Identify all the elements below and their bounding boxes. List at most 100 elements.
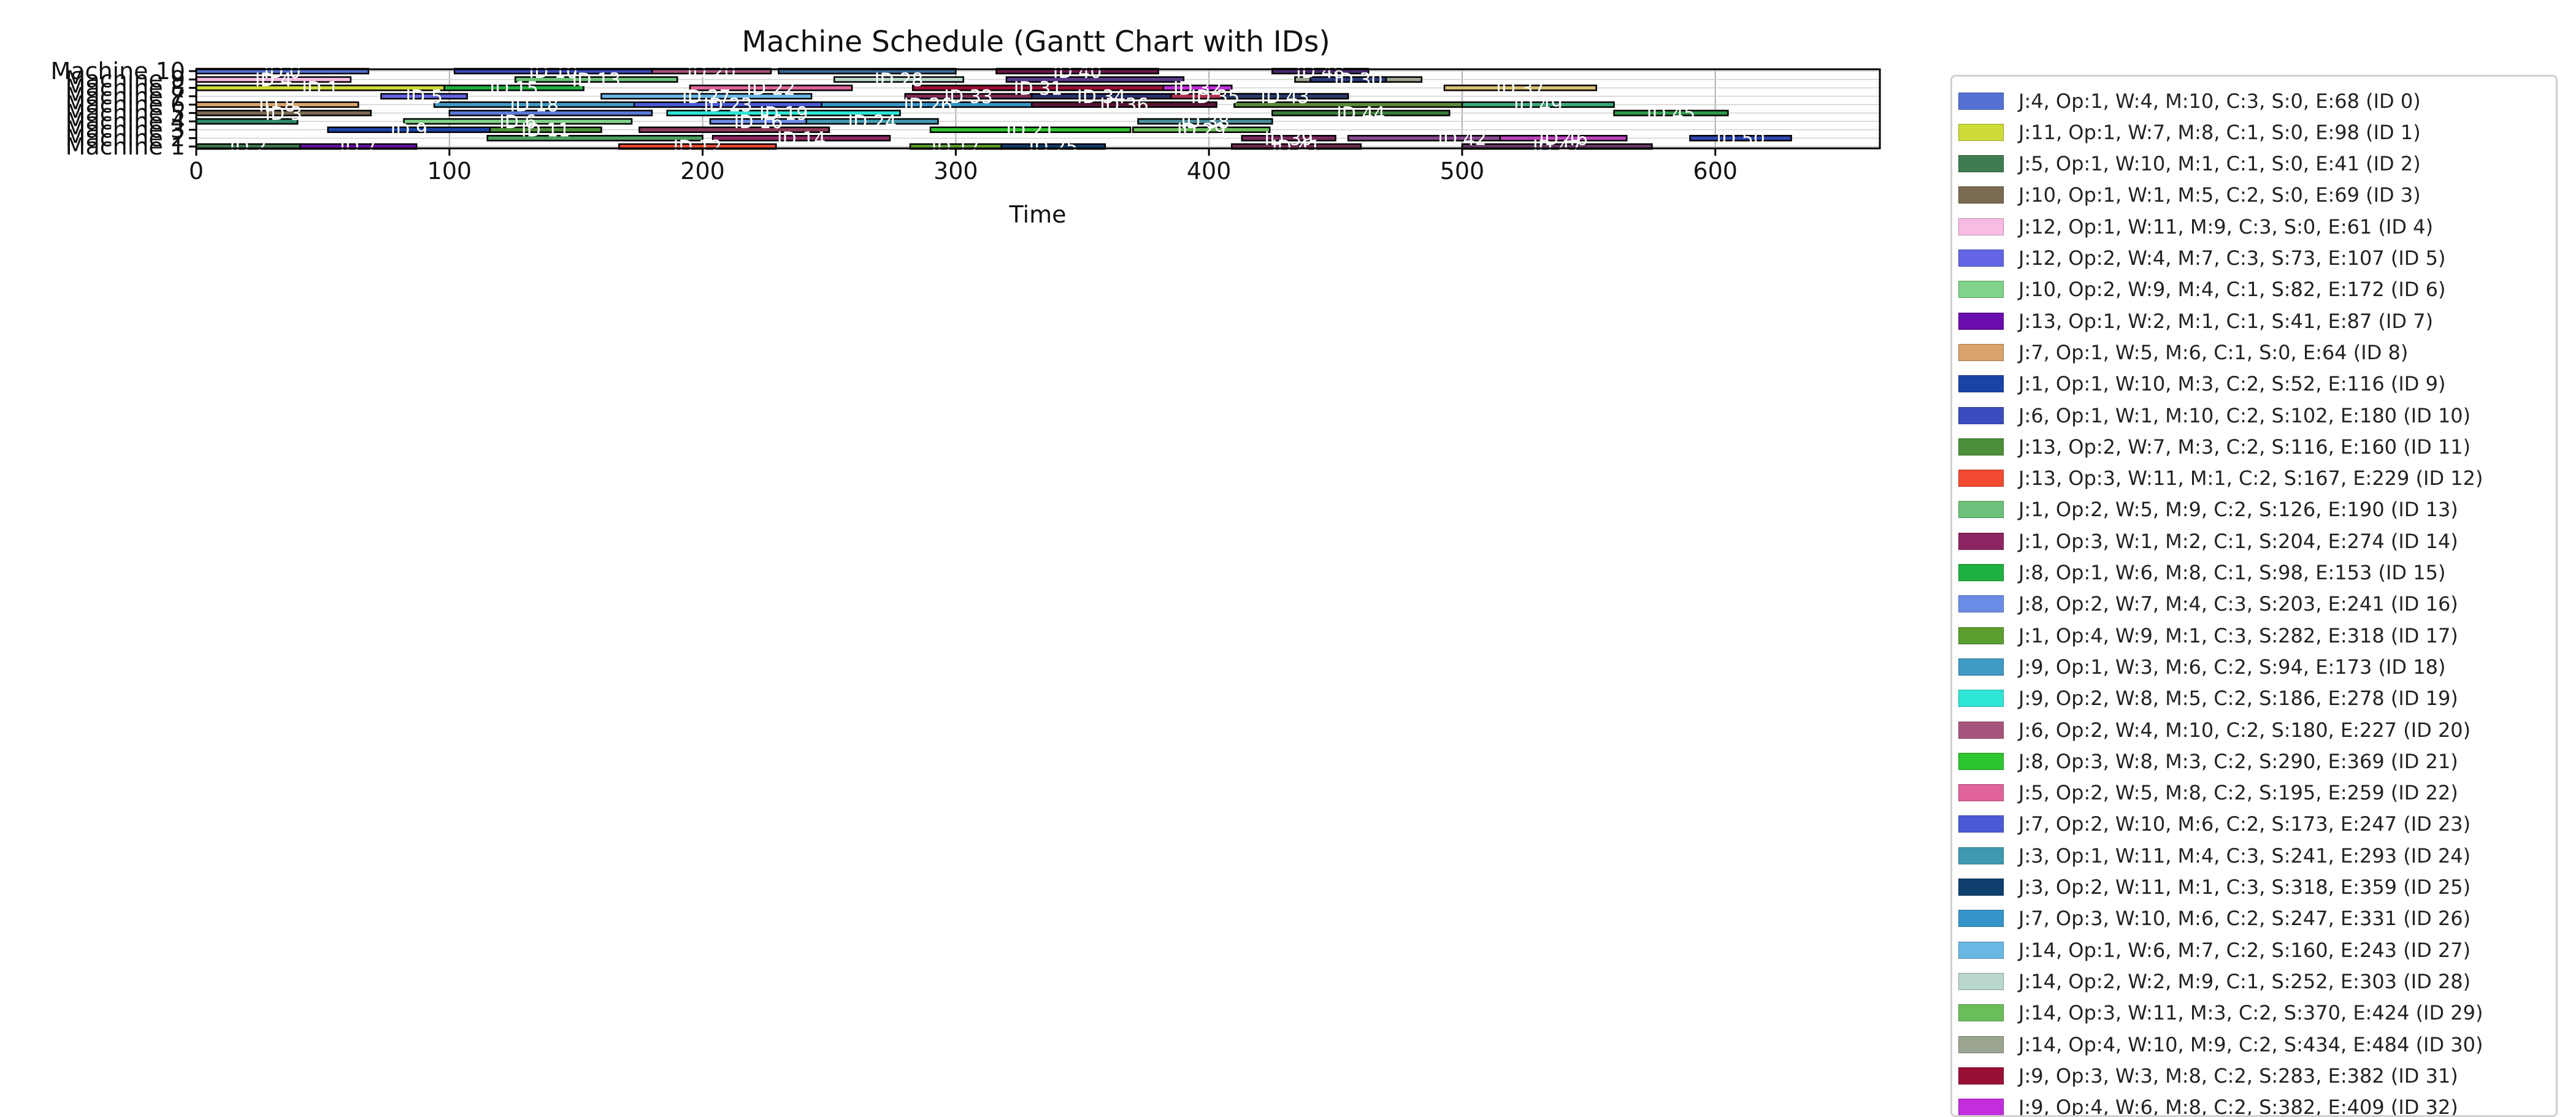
legend-swatch-32 [1958,1099,2004,1115]
legend-label-3: J:10, Op:1, W:1, M:5, C:2, S:0, E:69 (ID… [2018,183,2421,207]
task-label-40: ID 40 [1053,61,1102,83]
legend-label-22: J:5, Op:2, W:5, M:8, C:2, S:195, E:259 (… [2018,781,2458,805]
task-label-5: ID 5 [405,86,443,108]
x-tick-label-4: 400 [1187,158,1232,185]
legend-label-2: J:5, Op:1, W:10, M:1, C:1, S:0, E:41 (ID… [2018,152,2421,176]
task-bar-54 [448,110,653,116]
legend-swatch-24 [1958,847,2004,864]
legend-swatch-19 [1958,690,2004,707]
legend-label-23: J:7, Op:2, W:10, M:6, C:2, S:173, E:247 … [2018,812,2471,836]
legend-item-31: J:9, Op:3, W:3, M:8, C:2, S:283, E:382 (… [1958,1060,2458,1091]
x-tick-label-0: 0 [189,158,204,185]
task-label-23: ID 23 [703,95,753,116]
task-bar-19 [666,110,901,116]
legend-item-15: J:8, Op:1, W:6, M:8, C:1, S:98, E:153 (I… [1958,557,2445,589]
legend-item-32: J:9, Op:4, W:6, M:8, C:2, S:382, E:409 (… [1958,1092,2458,1117]
legend-swatch-14 [1958,532,2004,550]
task-label-8: ID 8 [259,95,296,116]
task-label-13: ID 13 [572,70,621,91]
task-label-34: ID 34 [1077,86,1126,108]
legend-label-12: J:13, Op:3, W:11, M:1, C:2, S:167, E:229… [2018,467,2483,490]
task-bar-57 [1309,76,1387,83]
legend-item-13: J:1, Op:2, W:5, M:9, C:2, S:126, E:190 (… [1958,494,2458,525]
task-label-43: ID 43 [1260,86,1309,108]
legend-swatch-1 [1958,123,2004,141]
legend-item-25: J:3, Op:2, W:11, M:1, C:3, S:318, E:359 … [1958,872,2471,903]
task-bar-39 [1241,135,1336,142]
legend-swatch-17 [1958,627,2004,644]
task-label-39: ID 39 [1264,128,1313,150]
task-label-16: ID 16 [734,112,783,133]
x-tick-label-6: 600 [1693,158,1738,185]
legend-item-27: J:14, Op:1, W:6, M:7, C:2, S:160, E:243 … [1958,934,2471,966]
task-bar-5 [380,93,468,100]
legend-item-29: J:14, Op:3, W:11, M:3, C:2, S:370, E:424… [1958,997,2483,1029]
task-label-20: ID 20 [687,61,736,83]
legend-swatch-27 [1958,941,2004,959]
task-label-0: ID 0 [264,61,301,83]
task-label-36: ID 36 [1100,95,1149,116]
task-label-46: ID 46 [1539,128,1588,150]
task-label-6: ID 6 [499,112,537,133]
task-bar-22 [689,85,853,91]
legend-item-22: J:5, Op:2, W:5, M:8, C:2, S:195, E:259 (… [1958,777,2458,809]
legend-label-19: J:9, Op:2, W:8, M:5, C:2, S:186, E:278 (… [2018,687,2458,711]
gantt-chart: Machine Schedule (Gantt Chart with IDs) … [50,25,1881,228]
legend-swatch-21 [1958,752,2004,770]
task-label-21: ID 21 [1006,120,1055,142]
task-label-48: ID 48 [1296,61,1345,83]
legend-item-7: J:13, Op:1, W:2, M:1, C:1, S:41, E:87 (I… [1958,305,2433,337]
task-label-32: ID 32 [1173,78,1222,99]
legend-swatch-15 [1958,564,2004,581]
task-label-35: ID 35 [1191,86,1240,108]
task-label-42: ID 42 [1438,128,1487,150]
legend-label-0: J:4, Op:1, W:4, M:10, C:3, S:0, E:68 (ID… [2018,89,2421,113]
legend-label-20: J:6, Op:2, W:4, M:10, C:2, S:180, E:227 … [2018,718,2471,742]
legend-label-16: J:8, Op:2, W:7, M:4, C:3, S:203, E:241 (… [2018,592,2458,616]
legend-item-8: J:7, Op:1, W:5, M:6, C:1, S:0, E:64 (ID … [1958,337,2408,368]
legend-item-19: J:9, Op:2, W:8, M:5, C:2, S:186, E:278 (… [1958,683,2458,714]
legend-label-21: J:8, Op:3, W:8, M:3, C:2, S:290, E:369 (… [2018,749,2458,773]
task-bar-36 [1030,101,1217,108]
legend-item-6: J:10, Op:2, W:9, M:4, C:1, S:82, E:172 (… [1958,274,2445,305]
legend-swatch-6 [1958,281,2004,299]
task-label-45: ID 45 [1647,103,1696,124]
legend-label-5: J:12, Op:2, W:4, M:7, C:3, S:73, E:107 (… [2018,246,2446,270]
legend-label-28: J:14, Op:2, W:2, M:9, C:1, S:252, E:303 … [2018,969,2471,993]
task-bar-29 [1132,126,1271,133]
legend-item-11: J:13, Op:2, W:7, M:3, C:2, S:116, E:160 … [1958,431,2471,462]
legend-swatch-9 [1958,375,2004,393]
legend-swatch-7 [1958,312,2004,330]
legend-item-5: J:12, Op:2, W:4, M:7, C:3, S:73, E:107 (… [1958,243,2445,274]
task-label-38: ID 38 [1181,112,1230,133]
legend-label-32: J:9, Op:4, W:6, M:8, C:2, S:382, E:409 (… [2018,1096,2458,1117]
task-bar-15 [443,85,585,91]
legend-label-31: J:9, Op:3, W:3, M:8, C:2, S:283, E:382 (… [2018,1064,2458,1088]
legend-swatch-23 [1958,815,2004,833]
task-label-19: ID 19 [759,103,808,124]
legend-item-9: J:1, Op:1, W:10, M:3, C:2, S:52, E:116 (… [1958,368,2445,400]
legend-label-4: J:12, Op:1, W:11, M:9, C:3, S:0, E:61 (I… [2018,215,2434,238]
legend-swatch-13 [1958,501,2004,519]
legend-label-14: J:1, Op:3, W:1, M:2, C:1, S:204, E:274 (… [2018,529,2458,553]
task-bar-37 [1443,85,1597,91]
legend-label-17: J:1, Op:4, W:9, M:1, C:3, S:282, E:318 (… [2018,623,2458,647]
legend-swatch-11 [1958,438,2004,456]
task-label-24: ID 24 [848,112,897,133]
legend-swatch-18 [1958,658,2004,676]
legend-swatch-0 [1958,92,2004,110]
task-bar-58 [1233,101,1463,108]
task-label-18: ID 18 [510,95,559,116]
task-bar-24 [805,118,939,125]
legend-item-2: J:5, Op:1, W:10, M:1, C:1, S:0, E:41 (ID… [1958,148,2421,180]
legend-label-26: J:7, Op:3, W:10, M:6, C:2, S:247, E:331 … [2018,907,2471,931]
y-tick-label-10: Machine 10 [50,58,185,85]
task-label-22: ID 22 [746,78,795,99]
task-label-37: ID 37 [1496,78,1545,99]
task-label-15: ID 15 [489,78,539,99]
legend-swatch-4 [1958,218,2004,235]
task-label-26: ID 26 [903,95,953,116]
y-tick-label-2: Machine 2 [66,124,185,151]
legend-swatch-29 [1958,1004,2004,1022]
legend-swatch-10 [1958,406,2004,424]
